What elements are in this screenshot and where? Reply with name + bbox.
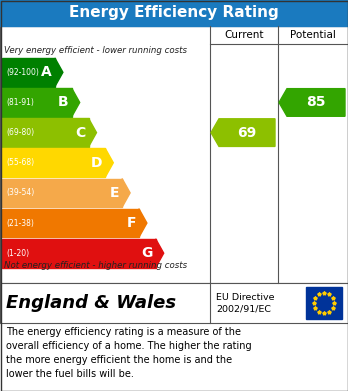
Polygon shape [105,149,113,177]
Text: Current: Current [224,30,264,40]
Bar [0,26,348,283]
Text: Not energy efficient - higher running costs: Not energy efficient - higher running co… [4,261,187,270]
Polygon shape [139,209,147,237]
Text: Energy Efficiency Rating: Energy Efficiency Rating [69,5,279,20]
Text: D: D [91,156,102,170]
Text: EU Directive: EU Directive [216,292,275,301]
Bar [2,209,139,237]
Bar [2,58,55,87]
Text: B: B [58,95,69,109]
Polygon shape [55,58,63,87]
Polygon shape [122,179,130,207]
Text: A: A [41,65,52,79]
Text: England & Wales: England & Wales [6,294,176,312]
Bar [2,149,105,177]
Bar [2,88,72,117]
Text: (39-54): (39-54) [6,188,34,197]
Text: (69-80): (69-80) [6,128,34,137]
Text: Potential: Potential [290,30,336,40]
Text: (1-20): (1-20) [6,249,29,258]
Bar [2,179,122,207]
Text: E: E [110,186,119,200]
Polygon shape [88,118,96,147]
Text: F: F [126,216,136,230]
Text: (21-38): (21-38) [6,219,34,228]
Text: 2002/91/EC: 2002/91/EC [216,305,271,314]
Bar [2,118,88,147]
Text: 69: 69 [237,126,256,140]
Bar [0,283,348,323]
Polygon shape [211,119,275,146]
Text: (81-91): (81-91) [6,98,34,107]
Text: (92-100): (92-100) [6,68,39,77]
Bar [306,287,342,319]
Bar [0,0,348,26]
Polygon shape [156,239,164,267]
Text: (55-68): (55-68) [6,158,34,167]
Text: 85: 85 [306,95,326,109]
Bar [2,239,156,267]
Text: G: G [141,246,153,260]
Polygon shape [72,88,80,117]
Text: The energy efficiency rating is a measure of the
overall efficiency of a home. T: The energy efficiency rating is a measur… [6,327,252,379]
Polygon shape [279,89,345,116]
Text: Very energy efficient - lower running costs: Very energy efficient - lower running co… [4,46,187,55]
Text: C: C [75,126,86,140]
